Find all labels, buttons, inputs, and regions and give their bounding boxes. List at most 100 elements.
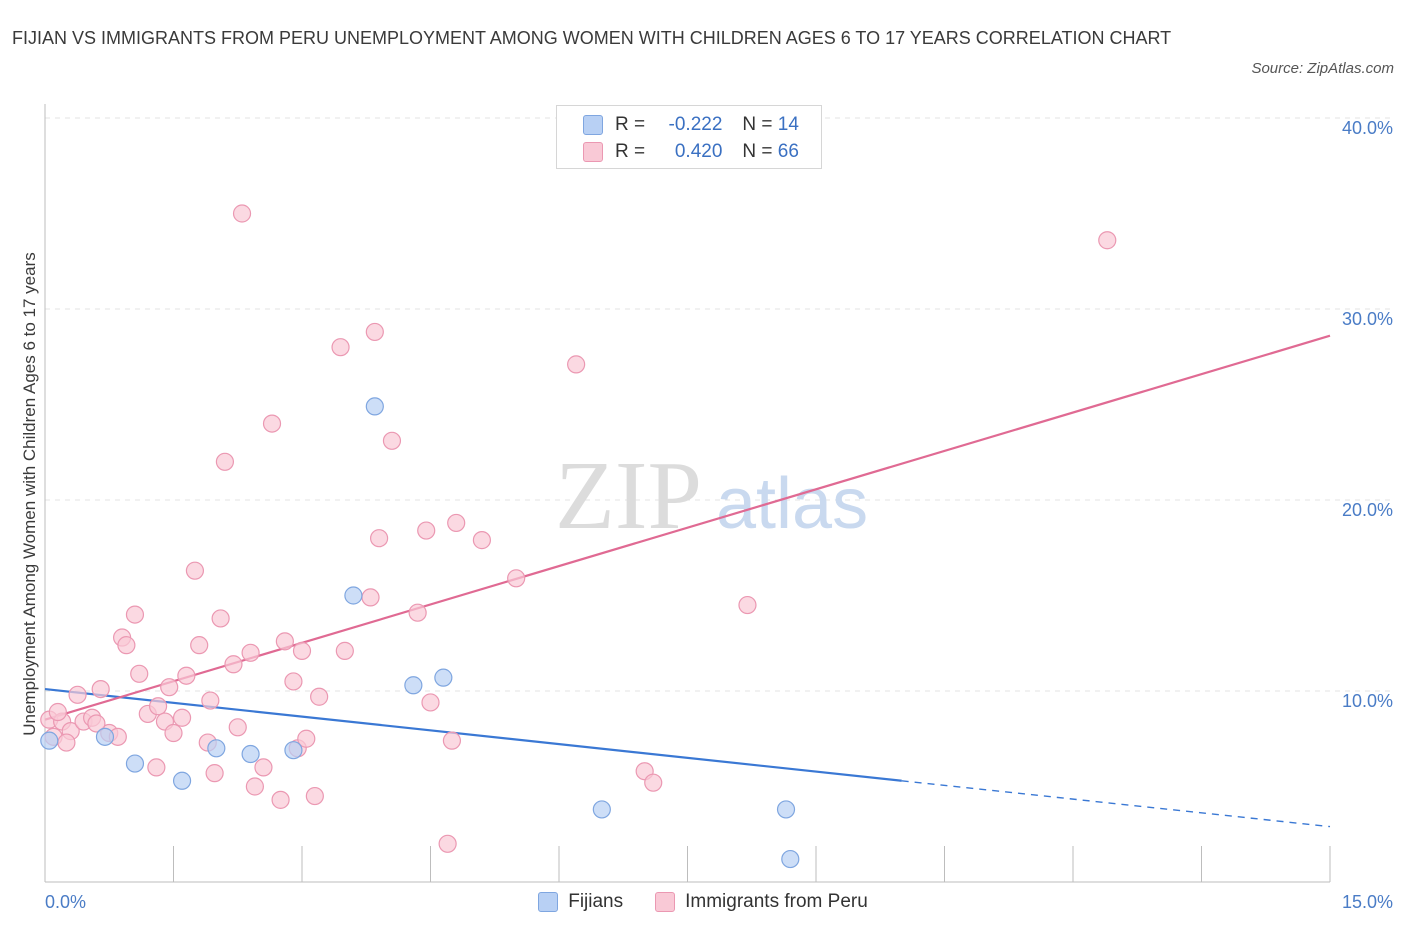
data-points	[40, 204, 1117, 869]
peru-point	[211, 609, 230, 628]
peru-point	[447, 513, 466, 533]
peru-point	[365, 322, 384, 342]
legend-label-peru: Immigrants from Peru	[685, 891, 868, 912]
peru-point	[738, 595, 757, 615]
peru-point	[421, 693, 440, 712]
peru-point	[164, 723, 183, 743]
peru-point	[190, 636, 209, 655]
peru-point	[644, 773, 663, 792]
peru-point	[91, 679, 110, 699]
peru-point	[310, 687, 329, 706]
fijians-point	[434, 668, 453, 687]
r-value: -0.222	[668, 114, 723, 135]
peru-point	[224, 655, 243, 674]
peru-point	[57, 733, 76, 752]
y-tick-label: 30.0%	[1342, 309, 1393, 329]
y-tick-label: 10.0%	[1342, 691, 1393, 711]
fijians-swatch	[583, 115, 603, 135]
watermark: ZIP atlas	[555, 442, 868, 550]
source-label: Source: ZipAtlas.com	[1251, 60, 1394, 77]
peru-point	[438, 834, 457, 853]
peru-point	[241, 643, 260, 662]
peru-swatch	[655, 892, 676, 912]
peru-point	[125, 605, 145, 624]
fijians-trend-extension	[901, 780, 1331, 828]
legend-item-fijians[interactable]: Fijians	[538, 888, 623, 916]
peru-point	[130, 664, 149, 683]
trend-lines	[44, 334, 1331, 828]
peru-point	[1098, 231, 1117, 250]
peru-point	[177, 666, 196, 685]
peru-point	[417, 521, 436, 540]
peru-point	[48, 702, 67, 722]
peru-point	[275, 632, 294, 651]
fijians-point	[207, 739, 226, 758]
chart-title: FIJIAN VS IMMIGRANTS FROM PERU UNEMPLOYM…	[12, 28, 1172, 48]
peru-point	[160, 678, 179, 697]
fijians-point	[95, 727, 115, 746]
series-legend: Fijians Immigrants from Peru	[0, 888, 1406, 916]
n-label: N =	[742, 141, 773, 162]
watermark-zip: ZIP	[555, 442, 702, 550]
peru-point	[507, 569, 526, 588]
peru-point	[254, 758, 273, 777]
peru-point	[117, 636, 136, 655]
x-tick-label: 0.0%	[45, 892, 86, 912]
peru-point	[147, 758, 166, 777]
n-value: 14	[777, 114, 799, 135]
peru-point	[442, 731, 462, 750]
fijians-point	[365, 397, 384, 416]
peru-point	[472, 531, 491, 550]
grid-lines	[45, 117, 1390, 692]
peru-point	[228, 718, 247, 737]
axes: 10.0% 20.0% 30.0% 40.0% 0.0% 15.0%	[44, 104, 1393, 912]
peru-swatch	[583, 142, 603, 162]
peru-point	[172, 708, 192, 727]
stats-legend: R = -0.222 N = 14 R = 0.420 N = 66	[556, 105, 822, 169]
fijians-point	[344, 586, 363, 605]
legend-label-fijians: Fijians	[568, 891, 624, 912]
fijians-point	[284, 741, 303, 760]
fijians-point	[241, 744, 260, 764]
peru-point	[331, 338, 350, 357]
legend-item-peru[interactable]: Immigrants from Peru	[655, 888, 868, 916]
fijians-point	[404, 676, 423, 695]
peru-point	[297, 729, 316, 748]
y-tick-label: 20.0%	[1342, 500, 1393, 520]
peru-point	[361, 588, 380, 607]
y-axis-label: Unemployment Among Women with Children A…	[20, 252, 39, 736]
fijians-point	[592, 800, 611, 819]
stats-row-peru: R = 0.420 N = 66	[583, 140, 799, 164]
fijians-point	[125, 754, 145, 773]
n-label: N =	[742, 114, 773, 135]
r-value: 0.420	[674, 141, 723, 162]
r-label: R =	[615, 141, 646, 162]
watermark-atlas: atlas	[716, 464, 868, 544]
peru-point	[262, 414, 282, 433]
peru-point	[205, 764, 224, 783]
peru-point	[284, 672, 303, 691]
peru-point	[232, 204, 252, 223]
peru-point	[567, 355, 586, 374]
stats-row-fijians: R = -0.222 N = 14	[583, 113, 799, 137]
peru-point	[215, 452, 234, 471]
peru-point	[68, 685, 87, 704]
fijians-point	[776, 800, 796, 819]
fijians-swatch	[538, 892, 559, 912]
peru-point	[305, 786, 324, 806]
fijians-point	[40, 731, 59, 750]
peru-point	[382, 431, 402, 450]
fijians-point	[172, 771, 192, 790]
peru-point	[148, 697, 168, 716]
peru-point	[201, 691, 220, 710]
peru-point	[87, 714, 106, 733]
fijians-point	[781, 849, 800, 869]
peru-point	[271, 790, 290, 809]
peru-point	[335, 641, 354, 660]
x-tick-label: 15.0%	[1342, 892, 1393, 912]
peru-point	[185, 561, 205, 580]
peru-point	[408, 603, 427, 622]
y-tick-label: 40.0%	[1342, 118, 1393, 138]
